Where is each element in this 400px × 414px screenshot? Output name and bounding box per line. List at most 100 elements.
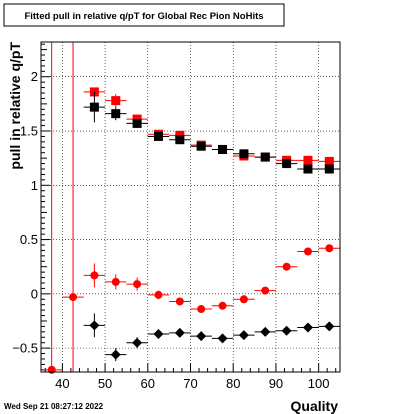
diamond-marker [217,333,228,344]
circle-marker [282,262,291,271]
data-point [318,321,340,332]
square-marker [239,149,249,159]
data-point [169,297,191,306]
diamond-marker [260,326,271,337]
data-point [254,286,276,295]
diamond-marker [153,329,164,340]
data-point [297,155,319,165]
data-point [318,244,340,253]
diamond-marker [110,349,121,360]
x-axis-label: Quality [291,398,339,414]
circle-marker [154,290,163,299]
x-tick-label: 90 [269,376,283,391]
data-point [62,293,84,302]
x-tick-label: 80 [226,376,240,391]
data-point [233,295,255,304]
square-marker [260,152,270,162]
data-point [233,149,255,159]
data-point [318,156,340,166]
data-point [126,118,148,128]
square-marker [282,159,292,169]
y-tick-label: 1.5 [20,124,38,139]
data-point [318,164,340,174]
data-point [83,263,106,288]
circle-marker [261,286,270,295]
data-point [83,91,106,123]
circle-marker [325,244,334,253]
square-marker [324,164,334,174]
data-point [211,333,234,344]
square-marker [132,118,142,128]
square-marker [89,102,99,112]
y-tick-label: 0 [31,286,38,301]
diamond-marker [324,321,335,332]
circle-marker [133,280,142,289]
data-point [147,290,170,300]
diamond-marker [174,327,185,338]
data-point [254,326,276,337]
y-tick-label: 0.5 [20,232,38,247]
data-point [169,135,191,145]
data-point [105,107,127,121]
diamond-marker [281,325,292,336]
data-point [275,325,298,336]
data-point [147,131,170,141]
diamond-marker [302,322,313,333]
circle-marker [197,305,206,314]
x-tick-label: 40 [55,376,69,391]
circle-marker [303,247,312,256]
square-marker [324,156,334,166]
data-point [105,274,127,290]
data-point [297,322,319,333]
data-point [126,277,148,291]
data-point [190,141,212,151]
y-tick-label: 2 [31,69,38,84]
y-tick-label: 1 [31,178,38,193]
grid-lines [41,42,340,372]
y-axis-ticks: −0.5 0 0.5 1 1.5 2 [12,43,50,371]
y-tick-label: −0.5 [12,341,38,356]
plot-frame [40,41,341,373]
vertical-marker-lines [51,42,74,372]
data-points [41,87,340,374]
y-axis-label: pull in relative q/pT [7,42,23,170]
data-point [211,301,234,310]
data-point [275,262,298,271]
circle-marker [175,297,184,306]
x-tick-label: 60 [141,376,155,391]
data-point [83,313,106,338]
square-marker [218,144,228,154]
diamond-marker [89,320,100,331]
circle-marker [47,365,56,374]
square-marker [111,96,121,106]
x-tick-label: 70 [183,376,197,391]
data-point [169,327,191,338]
x-axis-ticks: 40 50 60 70 80 90 100 [44,363,337,391]
data-point [105,348,127,362]
circle-marker [239,295,248,304]
data-point [233,330,255,341]
square-marker [111,109,121,119]
circle-marker [111,277,120,286]
circle-marker [218,301,227,310]
x-tick-label: 100 [308,376,330,391]
square-marker [303,155,313,165]
square-marker [303,164,313,174]
data-point [275,159,298,169]
circle-marker [69,293,78,302]
diamond-marker [238,330,249,341]
timestamp-label: Wed Sep 21 08:27:12 2022 [4,402,104,411]
circle-marker [90,271,99,280]
chart-title: Fitted pull in relative q/pT for Global … [24,11,263,22]
data-point [254,152,276,162]
diamond-marker [132,337,143,348]
title-box [3,3,285,27]
data-point [297,247,319,256]
data-point [190,331,212,342]
data-point [211,144,234,154]
data-point [105,94,127,108]
x-tick-label: 50 [98,376,112,391]
diamond-marker [196,331,207,342]
